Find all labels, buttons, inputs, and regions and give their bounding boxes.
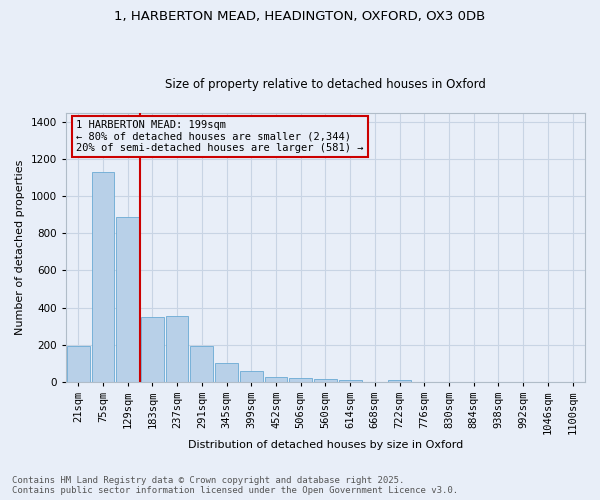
Bar — [141, 317, 164, 382]
Bar — [215, 363, 238, 382]
Bar — [92, 172, 114, 382]
Bar — [265, 377, 287, 382]
Text: 1 HARBERTON MEAD: 199sqm
← 80% of detached houses are smaller (2,344)
20% of sem: 1 HARBERTON MEAD: 199sqm ← 80% of detach… — [76, 120, 364, 153]
Text: Contains HM Land Registry data © Crown copyright and database right 2025.
Contai: Contains HM Land Registry data © Crown c… — [12, 476, 458, 495]
X-axis label: Distribution of detached houses by size in Oxford: Distribution of detached houses by size … — [188, 440, 463, 450]
Bar — [240, 370, 263, 382]
Bar — [314, 379, 337, 382]
Bar — [190, 346, 213, 382]
Bar — [339, 380, 362, 382]
Text: 1, HARBERTON MEAD, HEADINGTON, OXFORD, OX3 0DB: 1, HARBERTON MEAD, HEADINGTON, OXFORD, O… — [115, 10, 485, 23]
Title: Size of property relative to detached houses in Oxford: Size of property relative to detached ho… — [165, 78, 486, 91]
Bar — [388, 380, 411, 382]
Y-axis label: Number of detached properties: Number of detached properties — [15, 160, 25, 335]
Bar — [116, 217, 139, 382]
Bar — [289, 378, 312, 382]
Bar — [166, 316, 188, 382]
Bar — [67, 346, 89, 382]
